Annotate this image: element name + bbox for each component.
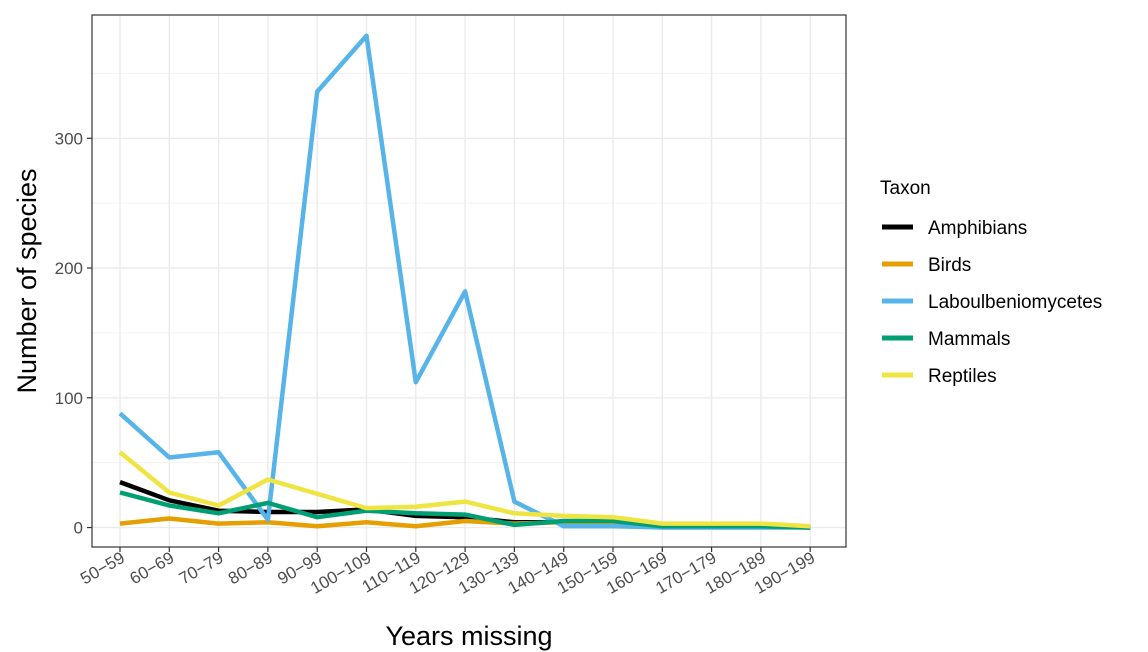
x-axis-title: Years missing	[385, 621, 552, 651]
x-tick-label: 60−69	[126, 548, 177, 588]
legend-label-mammals: Mammals	[928, 329, 1010, 350]
legend-items: Amphibians Birds Laboulbeniomycetes Mammals…	[882, 218, 1102, 387]
y-axis-title: Number of species	[12, 168, 42, 393]
y-tick-label: 200	[55, 259, 83, 278]
legend: Taxon Amphibians Birds Laboulbeniomycetes M…	[880, 178, 1102, 387]
legend-label-birds: Birds	[928, 255, 971, 276]
legend-item-mammals: Mammals	[882, 329, 1010, 350]
plot-panel-background	[92, 15, 846, 547]
y-tick-label: 0	[74, 519, 83, 538]
x-tick-label: 50−59	[77, 548, 128, 588]
grid-lines	[92, 15, 846, 547]
legend-item-amphibians: Amphibians	[882, 218, 1027, 239]
series-lines	[118, 33, 811, 530]
plot-panel-border	[91, 14, 847, 548]
x-tick-label: 70−79	[176, 548, 227, 588]
x-tick-label: 80−89	[225, 548, 276, 588]
legend-label-reptiles: Reptiles	[928, 366, 997, 387]
legend-label-laboulbeniomycetes: Laboulbeniomycetes	[928, 292, 1102, 313]
legend-label-amphibians: Amphibians	[928, 218, 1027, 239]
series-line-reptiles	[118, 450, 811, 529]
legend-item-reptiles: Reptiles	[882, 366, 997, 387]
y-tick-label: 100	[55, 389, 83, 408]
legend-item-birds: Birds	[882, 255, 971, 276]
legend-item-laboulbeniomycetes: Laboulbeniomycetes	[882, 292, 1102, 313]
series-line-mammals	[119, 490, 811, 530]
legend-title: Taxon	[880, 178, 931, 199]
y-tick-label: 300	[55, 129, 83, 148]
